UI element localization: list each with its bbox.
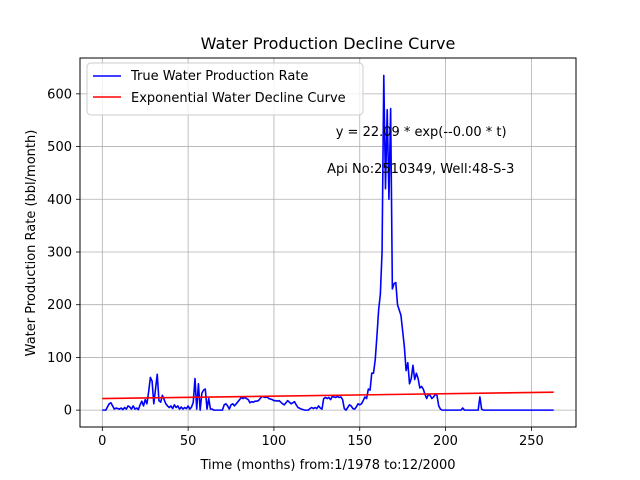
equation-annotation: y = 22.09 * exp(--0.00 * t) xyxy=(336,125,507,140)
ticks: 0 50 100 150 200 250 0 100 200 300 400 500 600 xyxy=(47,87,544,449)
x-tick-label: 50 xyxy=(180,434,197,449)
series-layer xyxy=(102,74,554,411)
legend: True Water Production Rate Exponential W… xyxy=(86,62,364,116)
y-tick-label: 500 xyxy=(47,140,72,155)
plot-frame xyxy=(79,57,577,428)
x-tick-label: 0 xyxy=(98,434,106,449)
chart-title: Water Production Decline Curve xyxy=(201,34,456,53)
y-tick-label: 300 xyxy=(47,245,72,260)
x-tick-label: 100 xyxy=(262,434,287,449)
legend-label-exponential: Exponential Water Decline Curve xyxy=(131,91,346,106)
exponential-decline-curve-line xyxy=(102,391,554,400)
x-tick-label: 250 xyxy=(519,434,544,449)
y-tick-label: 100 xyxy=(47,351,72,366)
x-tick-label: 200 xyxy=(433,434,458,449)
x-tick-label: 150 xyxy=(347,434,372,449)
well-annotation: Api No:2510349, Well:48-S-3 xyxy=(327,162,514,177)
y-tick-label: 600 xyxy=(47,87,72,102)
legend-label-true-rate: True Water Production Rate xyxy=(130,69,308,84)
y-tick-label: 200 xyxy=(47,298,72,313)
y-tick-label: 400 xyxy=(47,193,72,208)
x-axis-label: Time (months) from:1/1978 to:12/2000 xyxy=(199,458,455,473)
legend-box xyxy=(86,62,364,116)
y-axis-label: Water Production Rate (bbl/month) xyxy=(24,130,39,357)
y-tick-label: 0 xyxy=(64,404,72,419)
